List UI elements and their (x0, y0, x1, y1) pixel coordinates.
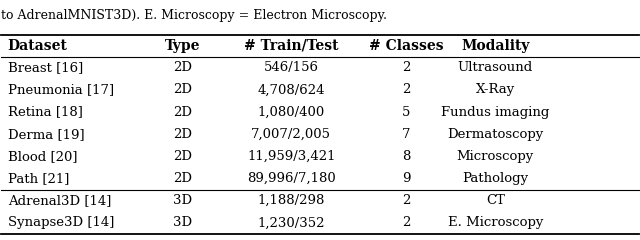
Text: Breast [16]: Breast [16] (8, 61, 83, 74)
Text: 2D: 2D (173, 106, 193, 119)
Text: # Train/Test: # Train/Test (244, 39, 339, 53)
Text: 546/156: 546/156 (264, 61, 319, 74)
Text: 7: 7 (402, 128, 410, 141)
Text: Retina [18]: Retina [18] (8, 106, 83, 119)
Text: Adrenal3D [14]: Adrenal3D [14] (8, 194, 111, 207)
Text: 9: 9 (402, 172, 410, 185)
Text: E. Microscopy: E. Microscopy (447, 216, 543, 229)
Text: Ultrasound: Ultrasound (458, 61, 533, 74)
Text: 2: 2 (402, 216, 410, 229)
Text: Modality: Modality (461, 39, 529, 53)
Text: 2D: 2D (173, 61, 193, 74)
Text: Pneumonia [17]: Pneumonia [17] (8, 84, 114, 96)
Text: Dataset: Dataset (8, 39, 68, 53)
Text: 2D: 2D (173, 172, 193, 185)
Text: CT: CT (486, 194, 505, 207)
Text: 3D: 3D (173, 194, 193, 207)
Text: 2: 2 (402, 84, 410, 96)
Text: 4,708/624: 4,708/624 (257, 84, 325, 96)
Text: 7,007/2,005: 7,007/2,005 (252, 128, 332, 141)
Text: 2D: 2D (173, 150, 193, 163)
Text: # Classes: # Classes (369, 39, 444, 53)
Text: 3D: 3D (173, 216, 193, 229)
Text: 5: 5 (402, 106, 410, 119)
Text: Pathology: Pathology (462, 172, 528, 185)
Text: 1,080/400: 1,080/400 (258, 106, 325, 119)
Text: 1,188/298: 1,188/298 (258, 194, 325, 207)
Text: to AdrenalMNIST3D). E. Microscopy = Electron Microscopy.: to AdrenalMNIST3D). E. Microscopy = Elec… (1, 8, 387, 22)
Text: Derma [19]: Derma [19] (8, 128, 84, 141)
Text: Fundus imaging: Fundus imaging (441, 106, 549, 119)
Text: 89,996/7,180: 89,996/7,180 (247, 172, 336, 185)
Text: Microscopy: Microscopy (456, 150, 534, 163)
Text: Blood [20]: Blood [20] (8, 150, 77, 163)
Text: 1,230/352: 1,230/352 (257, 216, 325, 229)
Text: X-Ray: X-Ray (476, 84, 515, 96)
Text: Dermatoscopy: Dermatoscopy (447, 128, 543, 141)
Text: Path [21]: Path [21] (8, 172, 69, 185)
Text: Synapse3D [14]: Synapse3D [14] (8, 216, 114, 229)
Text: Type: Type (165, 39, 201, 53)
Text: 2D: 2D (173, 84, 193, 96)
Text: 2: 2 (402, 61, 410, 74)
Text: 8: 8 (402, 150, 410, 163)
Text: 11,959/3,421: 11,959/3,421 (247, 150, 335, 163)
Text: 2: 2 (402, 194, 410, 207)
Text: 2D: 2D (173, 128, 193, 141)
